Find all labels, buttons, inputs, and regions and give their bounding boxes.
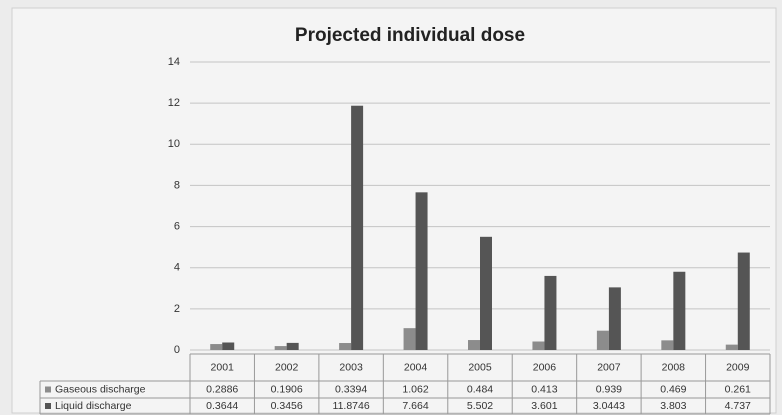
- y-tick-label: 0: [174, 344, 180, 356]
- y-tick-label: 6: [174, 220, 180, 232]
- x-tick-label: 2001: [211, 361, 235, 373]
- table-value: 7.664: [402, 400, 428, 412]
- bar: [274, 346, 287, 350]
- bar: [737, 252, 750, 350]
- table-value: 0.469: [660, 383, 686, 395]
- y-tick-label: 2: [174, 303, 180, 315]
- table-value: 0.3644: [206, 400, 238, 412]
- y-tick-label: 14: [168, 56, 180, 68]
- bar: [480, 236, 492, 350]
- bar: [532, 341, 545, 350]
- bar: [468, 340, 480, 350]
- table-value: 0.413: [531, 383, 557, 395]
- chart-title: Projected individual dose: [295, 25, 525, 46]
- bar: [661, 340, 674, 350]
- bar: [544, 275, 557, 350]
- y-tick-label: 4: [174, 262, 180, 274]
- x-tick-label: 2003: [339, 361, 363, 373]
- table-value: 3.0443: [593, 400, 625, 412]
- table-value: 0.1906: [271, 383, 303, 395]
- bar: [415, 192, 428, 350]
- bar: [210, 344, 223, 350]
- bar: [403, 328, 416, 350]
- table-value: 4.737: [725, 400, 751, 412]
- bar: [351, 105, 364, 351]
- bar: [725, 344, 738, 350]
- legend-key: [45, 386, 51, 393]
- legend-key: [45, 403, 51, 409]
- table-value: 0.3456: [271, 400, 303, 412]
- table-value: 0.484: [467, 383, 493, 395]
- table-value: 0.3394: [335, 383, 367, 395]
- y-tick-label: 10: [168, 138, 180, 150]
- table-value: 0.939: [596, 383, 622, 395]
- x-tick-label: 2004: [404, 361, 428, 373]
- table-value: 5.502: [467, 400, 493, 412]
- bar: [673, 271, 686, 350]
- table-value: 3.803: [660, 400, 686, 412]
- x-tick-label: 2005: [468, 361, 492, 373]
- x-tick-label: 2008: [662, 361, 686, 373]
- chart-frame: [11, 7, 777, 414]
- bar: [222, 342, 235, 350]
- x-tick-label: 2006: [533, 361, 557, 373]
- table-value: 0.2886: [206, 383, 238, 395]
- table-value: 11.8746: [333, 400, 370, 412]
- x-tick-label: 2007: [597, 361, 621, 373]
- bar: [339, 343, 352, 350]
- bar: [286, 342, 299, 350]
- x-tick-label: 2009: [726, 361, 750, 373]
- legend-label: Gaseous discharge: [55, 383, 146, 395]
- table-value: 0.261: [725, 383, 751, 395]
- bar: [608, 287, 621, 350]
- table-value: 3.601: [531, 400, 557, 412]
- bar: [596, 330, 609, 350]
- y-tick-label: 8: [174, 179, 180, 191]
- y-tick-label: 12: [168, 97, 180, 109]
- table-value: 1.062: [402, 383, 428, 395]
- x-tick-label: 2002: [275, 361, 299, 373]
- legend-label: Liquid discharge: [55, 400, 132, 412]
